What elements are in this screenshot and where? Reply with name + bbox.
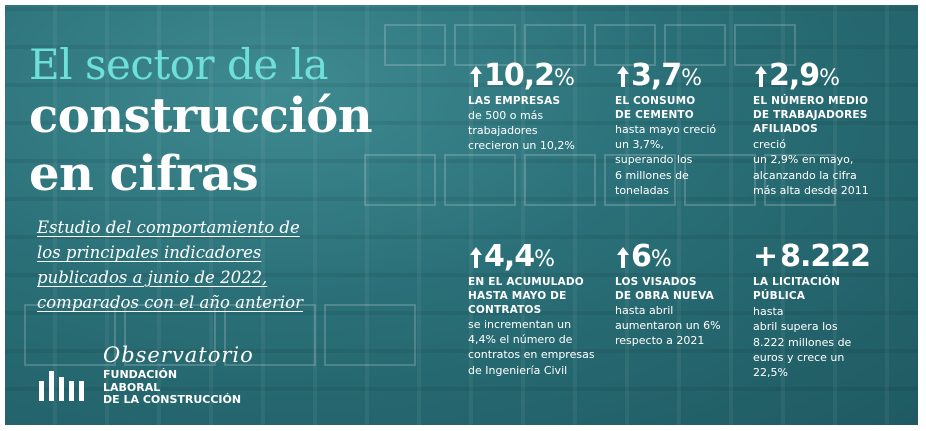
stat-unit: % bbox=[819, 66, 841, 91]
up-arrow-icon bbox=[470, 247, 482, 268]
subtitle-line: comparados con el año anterior bbox=[37, 293, 303, 312]
stat-desc-line: PÚBLICA hasta bbox=[753, 289, 870, 319]
stat-desc-line: alcanzando la cifra bbox=[753, 168, 857, 182]
subtitle-line: Estudio del comportamiento de bbox=[37, 218, 300, 237]
stat-desc-line: 6 millones de bbox=[615, 168, 689, 182]
stat-label: EL NÚMERO MEDIO bbox=[753, 95, 869, 107]
stat-label: DE OBRA NUEVA bbox=[615, 290, 714, 302]
stat-desc-line: un 3,7%, bbox=[615, 138, 664, 152]
stat-cemento: 3,7% EL CONSUMO DE CEMENTO hasta mayo cr… bbox=[615, 58, 716, 198]
logo-script-text: Observatorio bbox=[103, 343, 254, 367]
up-arrow-icon bbox=[617, 66, 629, 87]
stat-value: 6 bbox=[631, 239, 652, 274]
stat-label-inline: PÚBLICA bbox=[753, 290, 806, 302]
subtitle-line: los principales indicadores bbox=[37, 243, 262, 262]
stat-desc-line: toneladas bbox=[615, 183, 670, 197]
stat-desc-line: respecto a 2021 bbox=[615, 334, 705, 348]
stat-label: LOS VISADOS bbox=[615, 276, 697, 288]
stat-desc-line: superando los bbox=[615, 153, 693, 167]
stat-desc-line: aumentaron un 6% bbox=[615, 319, 721, 333]
stat-trabajadores: 2,9% EL NÚMERO MEDIO DE TRABAJADORES AFI… bbox=[753, 58, 869, 198]
stat-label: DE TRABAJADORES bbox=[753, 109, 868, 121]
stat-licitacion: +8.222 LA LICITACIÓN PÚBLICA hasta abril… bbox=[753, 239, 871, 380]
subtitle: Estudio del comportamiento de los princi… bbox=[37, 215, 367, 315]
stat-empresas: 10,2% LAS EMPRESAS de 500 o más trabajad… bbox=[468, 58, 575, 154]
stat-label: DE CEMENTO bbox=[615, 109, 694, 121]
stat-value: 10,2 bbox=[484, 58, 555, 93]
stat-desc-line: abril supera los bbox=[753, 320, 838, 334]
title-line-3: en cifras bbox=[29, 146, 259, 202]
stat-desc-line: 8.222 millones de bbox=[753, 335, 852, 349]
stat-desc-line: más alta desde 2011 bbox=[753, 183, 869, 197]
stat-label: LA LICITACIÓN bbox=[753, 276, 841, 288]
stat-desc-line: un 2,9% en mayo, bbox=[753, 153, 854, 167]
stat-desc-line: 22,5% bbox=[753, 366, 788, 380]
stat-desc-line: contratos en empresas bbox=[468, 348, 595, 362]
title-line-1: El sector de la bbox=[29, 40, 329, 89]
stat-desc-line: de Ingeniería Civil bbox=[468, 363, 568, 377]
stat-label: CONTRATOS bbox=[468, 304, 542, 316]
stat-desc-line: crecieron un 10,2% bbox=[468, 139, 575, 153]
stat-desc-line: euros y crece un bbox=[753, 350, 845, 364]
title-line-2: construcción bbox=[29, 88, 373, 144]
logo-line: FUNDACIÓN bbox=[103, 368, 178, 381]
stat-label: LAS EMPRESAS bbox=[468, 95, 561, 107]
stat-label-inline: AFILIADOS bbox=[753, 123, 818, 135]
stat-desc-line: 4,4% el número de bbox=[468, 333, 573, 347]
stat-desc-line: hasta mayo creció bbox=[615, 123, 717, 136]
stat-desc-inline: creció bbox=[753, 138, 786, 152]
background-bricks bbox=[24, 24, 836, 366]
logo-bars-icon bbox=[39, 371, 91, 401]
up-arrow-icon bbox=[617, 247, 629, 268]
stat-value: 4,4 bbox=[484, 239, 535, 274]
stat-desc-line: se incrementan un bbox=[468, 318, 572, 331]
stat-value: 2,9 bbox=[769, 58, 820, 93]
up-arrow-icon bbox=[470, 66, 482, 87]
stat-desc-line: AFILIADOS creció bbox=[753, 122, 869, 152]
stat-value: 8.222 bbox=[780, 239, 871, 274]
stat-desc-line: de 500 o más bbox=[468, 109, 544, 122]
logo-wordmark: FUNDACIÓN LABORAL DE LA CONSTRUCCIÓN bbox=[103, 368, 242, 407]
stat-label: HASTA MAYO DE bbox=[468, 290, 567, 302]
stat-visados: 6% LOS VISADOS DE OBRA NUEVA hasta abril… bbox=[615, 239, 721, 349]
stat-contratos: 4,4% EN EL ACUMULADO HASTA MAYO DE CONTR… bbox=[468, 239, 595, 378]
stat-desc-line: hasta abril bbox=[615, 304, 674, 317]
logo-line: DE LA CONSTRUCCIÓN bbox=[103, 393, 242, 406]
stat-value: 3,7 bbox=[631, 58, 682, 93]
stat-desc-line: trabajadores bbox=[468, 124, 538, 138]
infographic-banner: El sector de la construcción en cifras E… bbox=[5, 5, 918, 425]
logo-line: LABORAL bbox=[103, 380, 161, 394]
stat-unit: % bbox=[650, 247, 672, 272]
up-arrow-icon bbox=[755, 66, 767, 87]
stat-desc-inline: hasta bbox=[753, 305, 784, 319]
plus-sign: + bbox=[753, 239, 779, 274]
stat-unit: % bbox=[554, 66, 575, 91]
stat-label: EN EL ACUMULADO bbox=[468, 276, 584, 288]
stat-label: EL CONSUMO bbox=[615, 95, 696, 107]
stat-unit: % bbox=[534, 247, 556, 272]
stat-unit: % bbox=[681, 66, 703, 91]
subtitle-line: publicados a junio de 2022, bbox=[37, 268, 268, 287]
